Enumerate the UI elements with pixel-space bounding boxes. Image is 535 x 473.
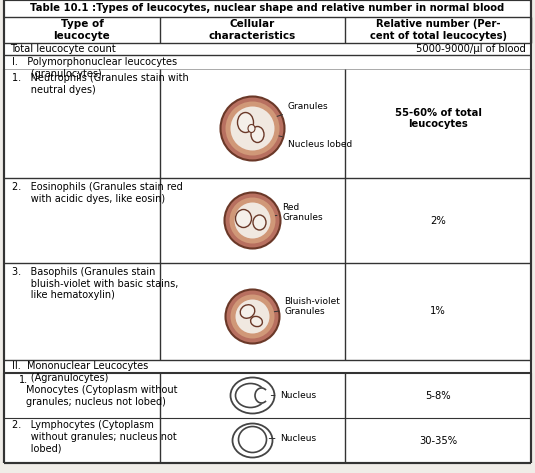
Text: Total leucocyte count: Total leucocyte count [10,44,116,54]
Text: 1.   Neutrophils (Granules stain with
      neutral dyes): 1. Neutrophils (Granules stain with neut… [12,73,189,95]
Ellipse shape [239,427,266,453]
Circle shape [231,295,274,339]
Ellipse shape [248,124,255,132]
Text: 2.   Lymphocytes (Cytoplasm
      without granules; nucleus not
      lobed): 2. Lymphocytes (Cytoplasm without granul… [12,420,177,453]
Text: 30-35%: 30-35% [419,436,457,446]
Text: 5000-9000/μl of blood: 5000-9000/μl of blood [416,44,526,54]
Text: 5-8%: 5-8% [425,391,451,401]
Text: II.  Mononuclear Leucocytes
      (Agranulocytes): II. Mononuclear Leucocytes (Agranulocyte… [12,361,148,383]
Circle shape [225,102,279,156]
Circle shape [234,202,271,238]
Circle shape [231,106,274,150]
Circle shape [225,289,279,343]
Text: Type of
leucocyte: Type of leucocyte [54,19,110,41]
Text: 1.: 1. [19,375,28,385]
Ellipse shape [235,210,251,228]
Text: I.   Polymorphonuclear leucocytes
      (granulocytes): I. Polymorphonuclear leucocytes (granulo… [12,57,177,79]
Text: Monocytes (Cytoplasm without
granules; nucleus not lobed): Monocytes (Cytoplasm without granules; n… [26,385,178,407]
Text: 3.   Basophils (Granules stain
      bluish-violet with basic stains,
      like: 3. Basophils (Granules stain bluish-viol… [12,267,178,300]
Text: Red
Granules: Red Granules [270,203,323,222]
Ellipse shape [256,387,270,403]
Ellipse shape [231,377,274,413]
Circle shape [220,96,285,160]
Ellipse shape [253,215,266,230]
Ellipse shape [240,305,255,318]
Text: Nucleus lobed: Nucleus lobed [265,133,351,149]
Text: Cellular
characteristics: Cellular characteristics [209,19,296,41]
Ellipse shape [235,384,265,408]
Ellipse shape [238,113,254,132]
Circle shape [225,193,280,248]
Text: Bluish-violet
Granules: Bluish-violet Granules [271,297,340,316]
Text: 2.   Eosinophils (Granules stain red
      with acidic dyes, like eosin): 2. Eosinophils (Granules stain red with … [12,182,183,203]
Text: Granules: Granules [273,102,328,118]
Ellipse shape [250,316,262,327]
Text: Nucleus: Nucleus [269,434,317,443]
Text: 2%: 2% [430,216,446,226]
Text: Nucleus: Nucleus [271,391,317,400]
Text: Table 10.1 :Types of leucocytes, nuclear shape and relative number in normal blo: Table 10.1 :Types of leucocytes, nuclear… [30,3,505,14]
Text: 55-60% of total
leucocytes: 55-60% of total leucocytes [395,108,482,129]
Ellipse shape [233,423,272,457]
Ellipse shape [251,126,264,142]
Text: Relative number (Per-
cent of total leucocytes): Relative number (Per- cent of total leuc… [370,19,507,41]
Circle shape [230,198,276,244]
Text: 1%: 1% [430,307,446,316]
Circle shape [235,299,270,333]
